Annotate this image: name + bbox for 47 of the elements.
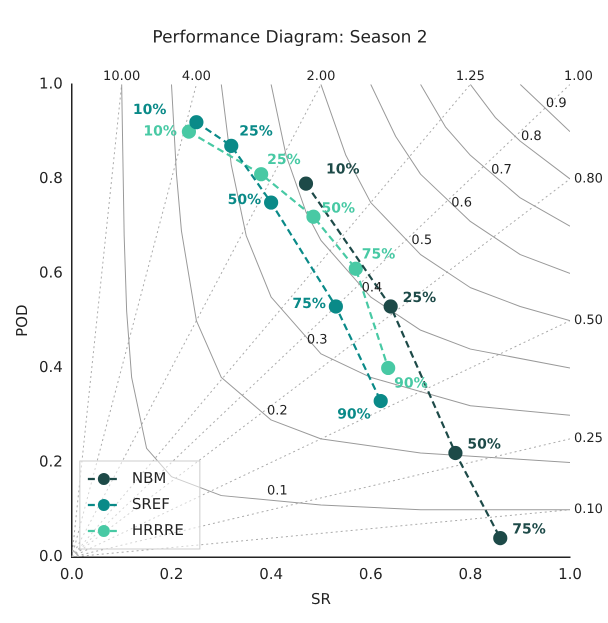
annotation: 0.80 <box>574 171 603 186</box>
legend-label: HRRRE <box>132 520 184 539</box>
annotation: 50% <box>467 436 501 453</box>
annotation: 25% <box>402 290 436 306</box>
y-tick-label: 0.4 <box>38 358 63 376</box>
annotation: 50% <box>228 192 262 208</box>
annotation: 0.8 <box>521 129 542 144</box>
annotation: 10% <box>326 161 360 178</box>
annotation: 0.25 <box>574 431 603 446</box>
annotation: 10.00 <box>103 68 140 84</box>
annotation: 10% <box>132 102 166 118</box>
x-tick-label: 0.0 <box>60 564 84 583</box>
annotation: 50% <box>321 200 355 216</box>
annotation: 75% <box>362 246 396 262</box>
x-axis-title: SR <box>310 590 331 608</box>
y-tick-label: 0.8 <box>38 168 63 187</box>
x-tick-label: 0.4 <box>259 564 284 583</box>
x-tick-label: 1.0 <box>558 564 582 583</box>
x-tick-label: 0.6 <box>358 564 383 583</box>
annotation: 0.5 <box>411 233 432 248</box>
y-tick-label: 0.0 <box>38 546 63 565</box>
annotation: 0.3 <box>306 332 328 348</box>
annotation: 90% <box>337 406 371 423</box>
annotation: 25% <box>239 123 273 140</box>
y-tick-label: 0.2 <box>38 452 63 470</box>
y-axis-title: POD <box>12 304 31 337</box>
annotation: 75% <box>292 296 326 312</box>
y-tick-label: 1.0 <box>38 74 63 92</box>
annotation: 0.1 <box>266 484 288 499</box>
x-tick-label: 0.2 <box>160 564 184 583</box>
annotation: 0.2 <box>266 403 288 418</box>
chart-title: Performance Diagram: Season 2 <box>152 28 428 48</box>
annotation: 75% <box>512 522 546 538</box>
legend-label: NBM <box>132 468 166 487</box>
y-tick-label: 0.6 <box>38 263 63 282</box>
annotation: 2.00 <box>306 68 336 84</box>
annotation: 1.00 <box>564 68 593 84</box>
annotation: 0.4 <box>362 280 382 296</box>
annotation: 1.25 <box>456 68 485 84</box>
annotation: 0.6 <box>451 195 472 210</box>
annotation: 0.9 <box>546 96 567 112</box>
annotation: 4.00 <box>182 68 211 84</box>
annotation: 0.10 <box>574 502 603 518</box>
legend-label: SREF <box>132 494 170 513</box>
annotation: 0.50 <box>574 313 603 328</box>
x-tick-label: 0.8 <box>458 564 482 583</box>
annotation: 0.7 <box>491 162 512 178</box>
